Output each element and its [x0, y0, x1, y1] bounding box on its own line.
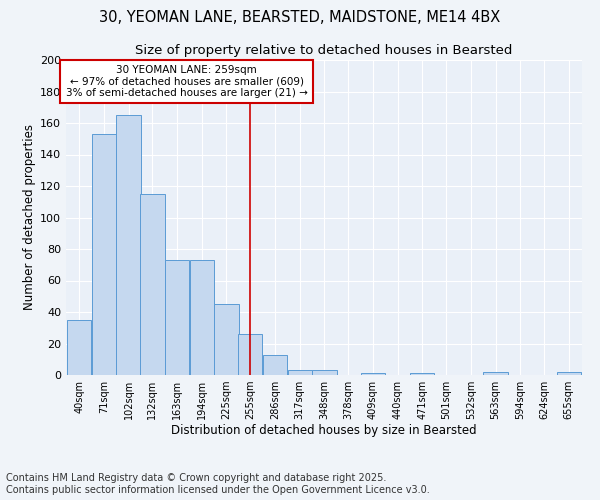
Bar: [557, 372, 581, 375]
Text: 30, YEOMAN LANE, BEARSTED, MAIDSTONE, ME14 4BX: 30, YEOMAN LANE, BEARSTED, MAIDSTONE, ME…: [100, 10, 500, 25]
Bar: [263, 354, 287, 375]
Bar: [214, 304, 239, 375]
Bar: [361, 374, 385, 375]
Bar: [312, 370, 337, 375]
Bar: [484, 372, 508, 375]
Bar: [287, 370, 312, 375]
Title: Size of property relative to detached houses in Bearsted: Size of property relative to detached ho…: [136, 44, 512, 58]
Bar: [140, 194, 164, 375]
Bar: [165, 260, 189, 375]
Bar: [190, 260, 214, 375]
Bar: [116, 115, 140, 375]
Bar: [67, 320, 91, 375]
Text: 30 YEOMAN LANE: 259sqm
← 97% of detached houses are smaller (609)
3% of semi-det: 30 YEOMAN LANE: 259sqm ← 97% of detached…: [66, 64, 308, 98]
Bar: [92, 134, 116, 375]
Bar: [238, 334, 262, 375]
Text: Contains HM Land Registry data © Crown copyright and database right 2025.
Contai: Contains HM Land Registry data © Crown c…: [6, 474, 430, 495]
Bar: [410, 374, 434, 375]
Y-axis label: Number of detached properties: Number of detached properties: [23, 124, 36, 310]
X-axis label: Distribution of detached houses by size in Bearsted: Distribution of detached houses by size …: [171, 424, 477, 436]
